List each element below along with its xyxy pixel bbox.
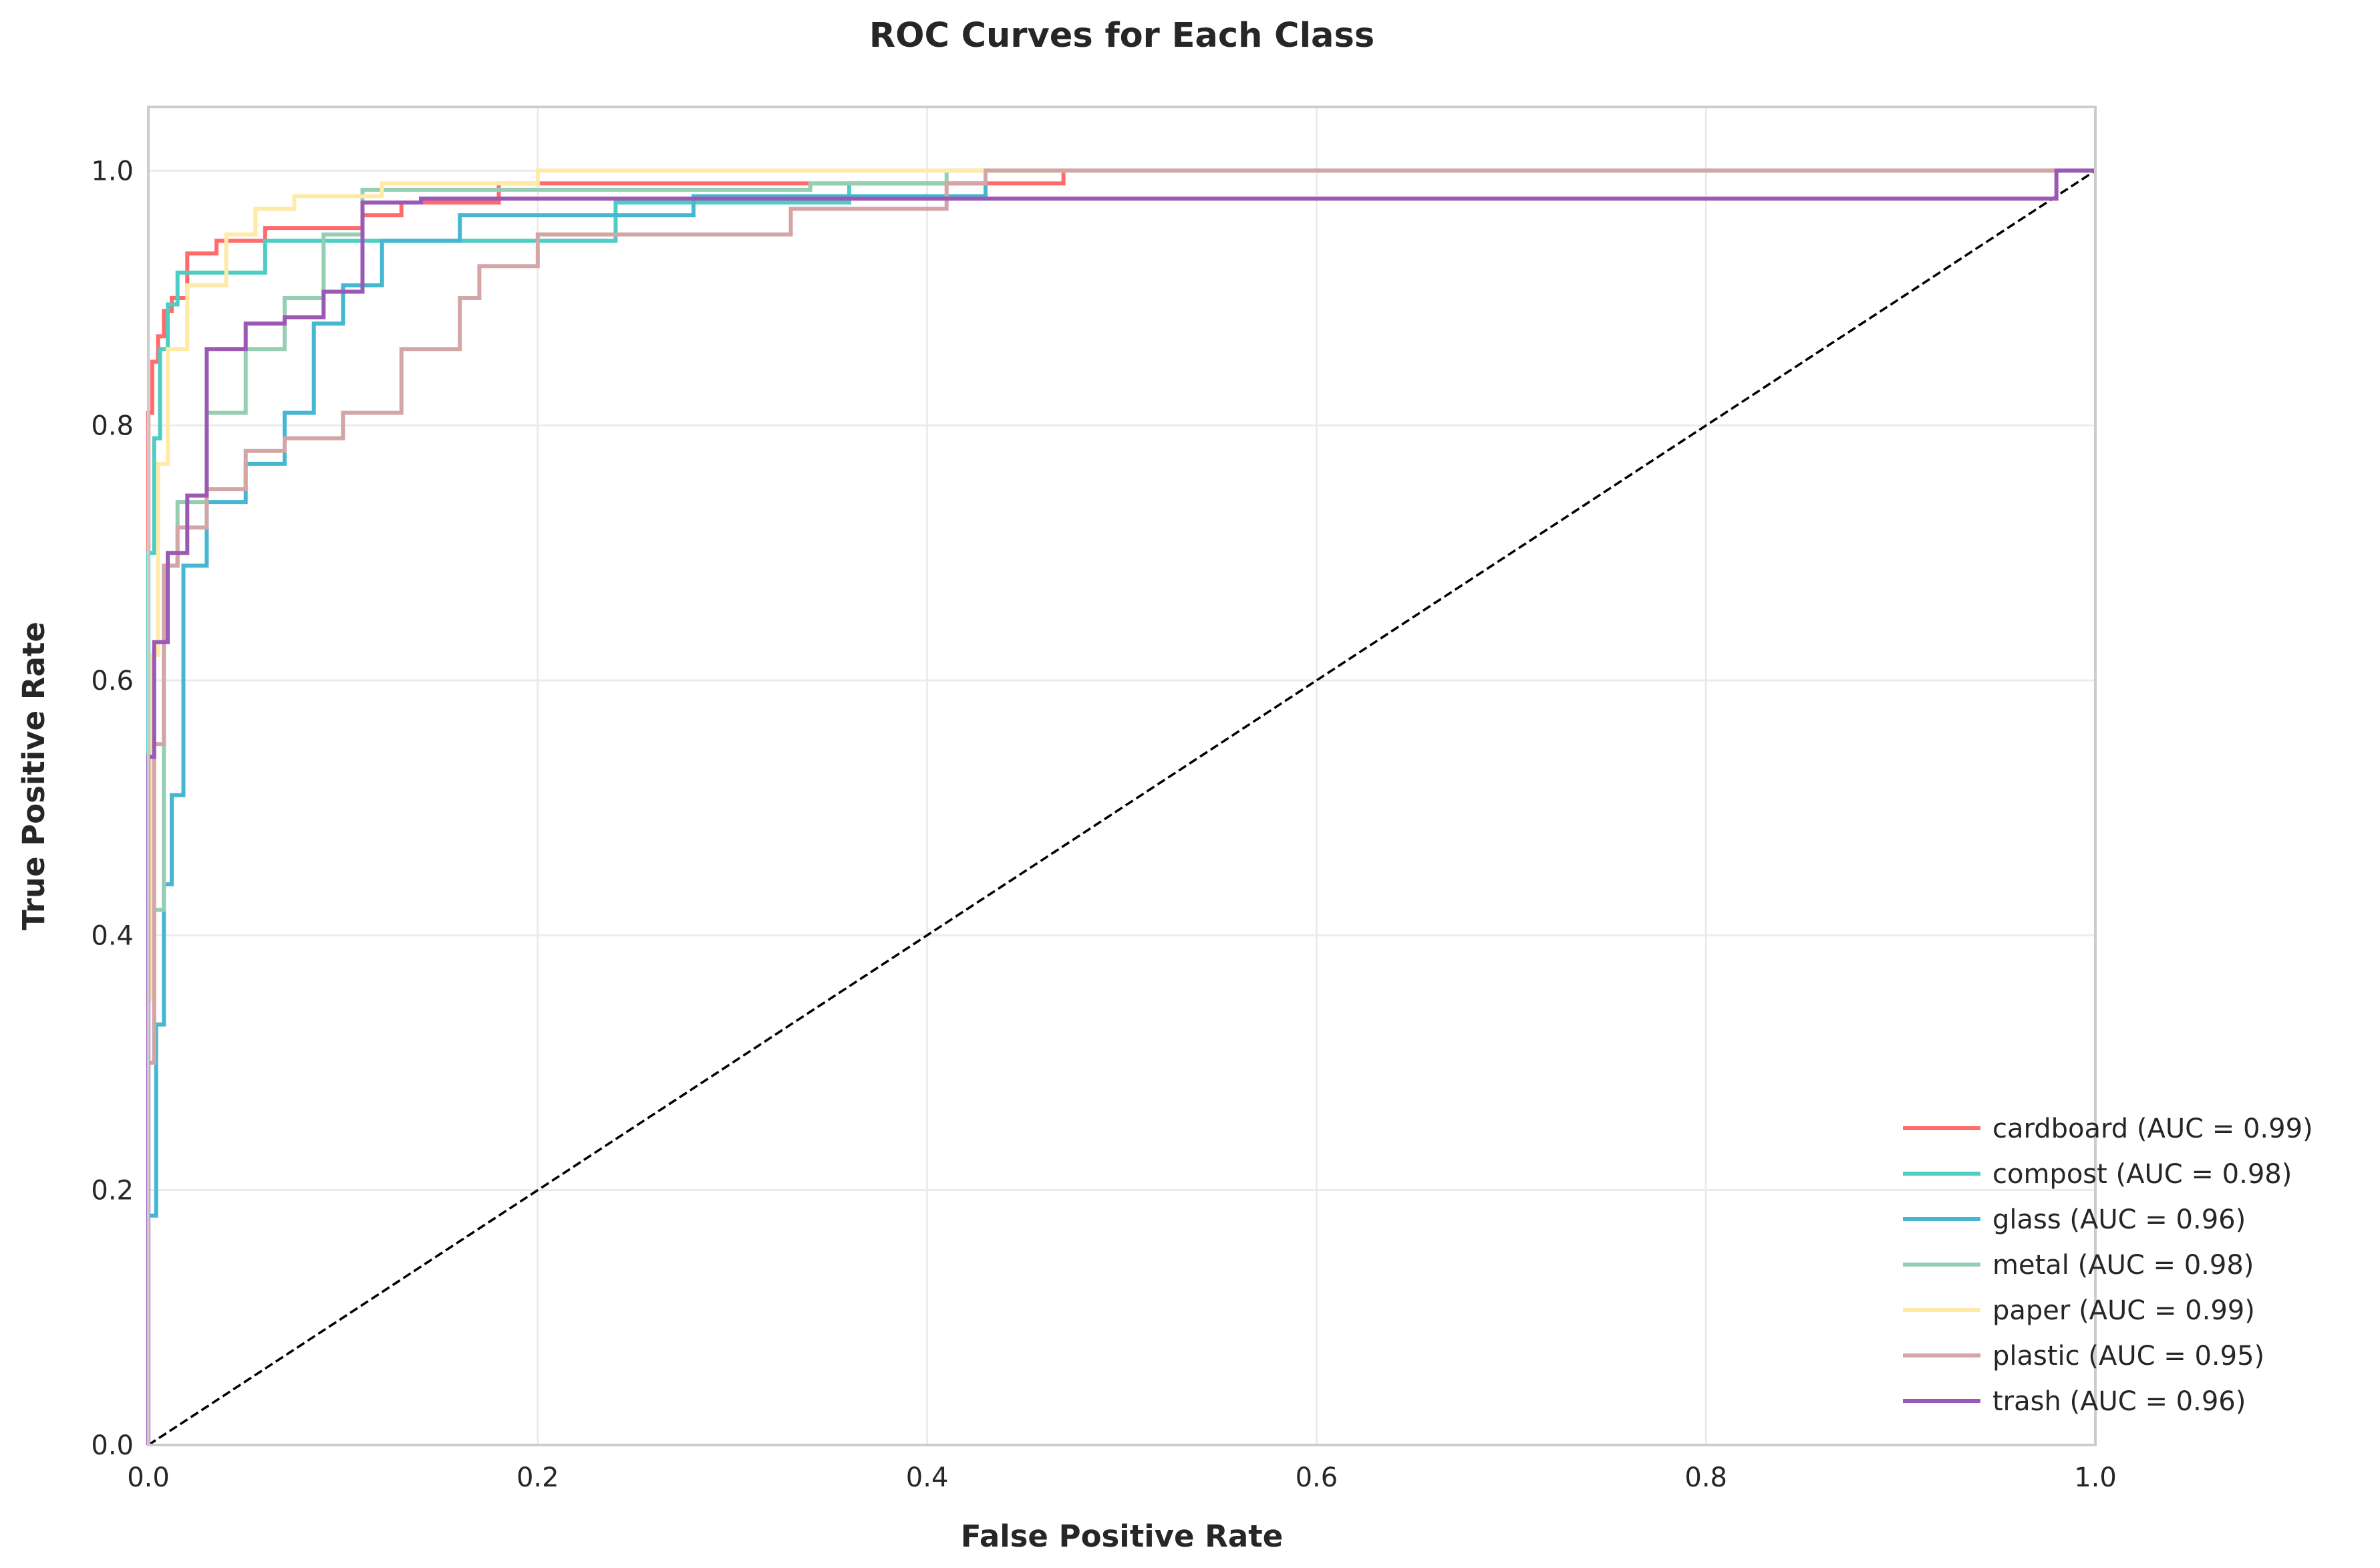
roc-series xyxy=(146,168,2095,1445)
x-tick-label: 1.0 xyxy=(2074,1462,2117,1493)
x-tick-label: 0.2 xyxy=(516,1462,559,1493)
x-tick-label: 0.8 xyxy=(1684,1462,1727,1493)
legend-label: metal (AUC = 0.98) xyxy=(1992,1250,2254,1281)
x-axis-title: False Positive Rate xyxy=(961,1519,1283,1554)
x-tick-label: 0.0 xyxy=(127,1462,170,1493)
legend-label: glass (AUC = 0.96) xyxy=(1992,1204,2246,1235)
chart-title: ROC Curves for Each Class xyxy=(869,16,1374,55)
y-tick-label: 0.8 xyxy=(91,411,134,442)
y-tick-label: 0.0 xyxy=(91,1430,134,1461)
y-tick-label: 0.4 xyxy=(91,920,134,951)
legend-label: paper (AUC = 0.99) xyxy=(1992,1295,2255,1326)
roc-curve-glass xyxy=(146,168,2095,1445)
roc-curve-plastic xyxy=(146,168,2095,1445)
legend: cardboard (AUC = 0.99) compost (AUC = 0.9… xyxy=(1903,1114,2313,1417)
legend-label: trash (AUC = 0.96) xyxy=(1992,1386,2246,1417)
x-tick-label: 0.6 xyxy=(1296,1462,1338,1493)
chance-diagonal-line xyxy=(148,169,2096,1446)
legend-label: cardboard (AUC = 0.99) xyxy=(1992,1114,2313,1144)
y-tick-label: 0.6 xyxy=(91,666,134,696)
legend-label: plastic (AUC = 0.95) xyxy=(1992,1341,2264,1371)
plot-frame xyxy=(147,106,2097,1446)
x-axis-ticks: 0.0 0.2 0.4 0.6 0.8 1.0 xyxy=(127,1462,2117,1493)
y-axis-title: True Positive Rate xyxy=(16,622,51,930)
roc-curve-trash xyxy=(146,168,2095,1445)
y-tick-label: 1.0 xyxy=(91,156,134,186)
x-tick-label: 0.4 xyxy=(906,1462,949,1493)
y-tick-label: 0.2 xyxy=(91,1176,134,1206)
y-axis-ticks: 0.0 0.2 0.4 0.6 0.8 1.0 xyxy=(91,156,134,1461)
legend-label: compost (AUC = 0.98) xyxy=(1992,1159,2292,1190)
diagonal-reference xyxy=(148,169,2096,1446)
grid-lines xyxy=(147,107,2097,1446)
